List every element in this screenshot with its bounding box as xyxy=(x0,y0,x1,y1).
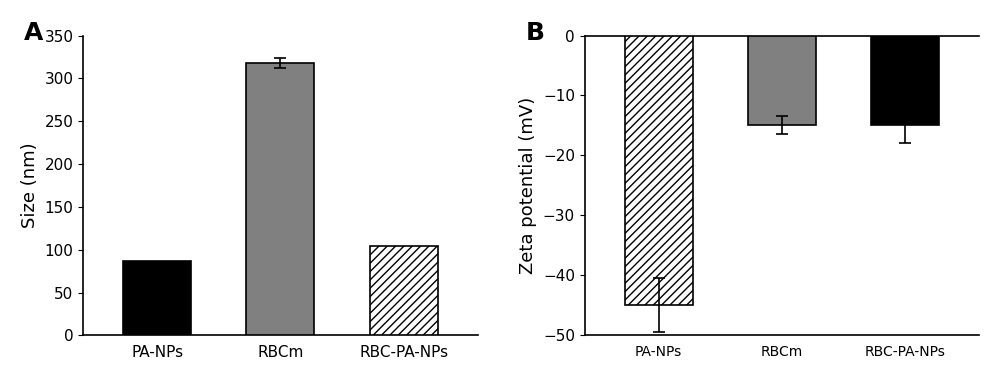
Bar xyxy=(123,261,191,335)
Bar xyxy=(625,35,693,306)
Bar xyxy=(871,35,939,125)
Text: A: A xyxy=(24,21,43,45)
Y-axis label: Zeta potential (mV): Zeta potential (mV) xyxy=(519,97,537,274)
Bar xyxy=(370,247,438,335)
Bar xyxy=(246,63,314,335)
Bar xyxy=(748,35,816,125)
Text: B: B xyxy=(525,21,544,45)
Y-axis label: Size (nm): Size (nm) xyxy=(21,142,39,228)
